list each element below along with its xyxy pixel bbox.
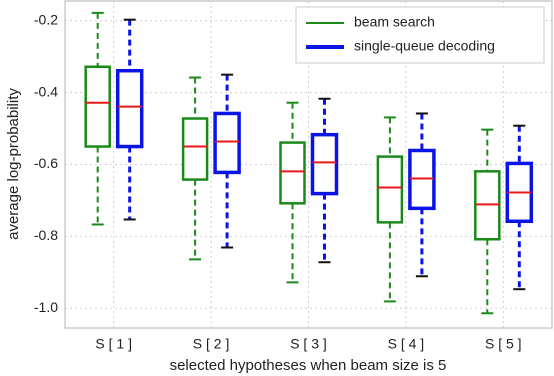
x-tick-label: S [ 2 ]: [193, 336, 230, 352]
legend: beam search single-queue decoding: [295, 6, 545, 64]
y-tick-label: -0.4: [34, 83, 58, 99]
y-tick-label: -0.6: [34, 155, 58, 171]
y-tick-label: -0.2: [34, 11, 58, 27]
x-tick-label: S [ 4 ]: [388, 336, 425, 352]
box: [181, 117, 209, 181]
x-tick-label: S [ 3 ]: [290, 336, 327, 352]
box: [115, 68, 144, 149]
x-axis-label: selected hypotheses when beam size is 5: [170, 357, 447, 374]
box: [213, 111, 241, 175]
y-tick-label: -0.8: [34, 227, 58, 243]
legend-box: [295, 6, 545, 64]
plot-border: [64, 0, 553, 329]
box: [376, 155, 404, 224]
box: [84, 65, 111, 148]
y-axis-label: average log-probability: [5, 88, 22, 240]
y-tick-label: -1.0: [34, 299, 58, 315]
legend-label: single-queue decoding: [354, 38, 495, 54]
box: [279, 141, 306, 205]
box: [310, 132, 339, 196]
x-tick-label: S [ 1 ]: [95, 336, 132, 352]
x-tick-label: S [ 5 ]: [485, 336, 522, 352]
legend-label: beam search: [354, 14, 435, 30]
